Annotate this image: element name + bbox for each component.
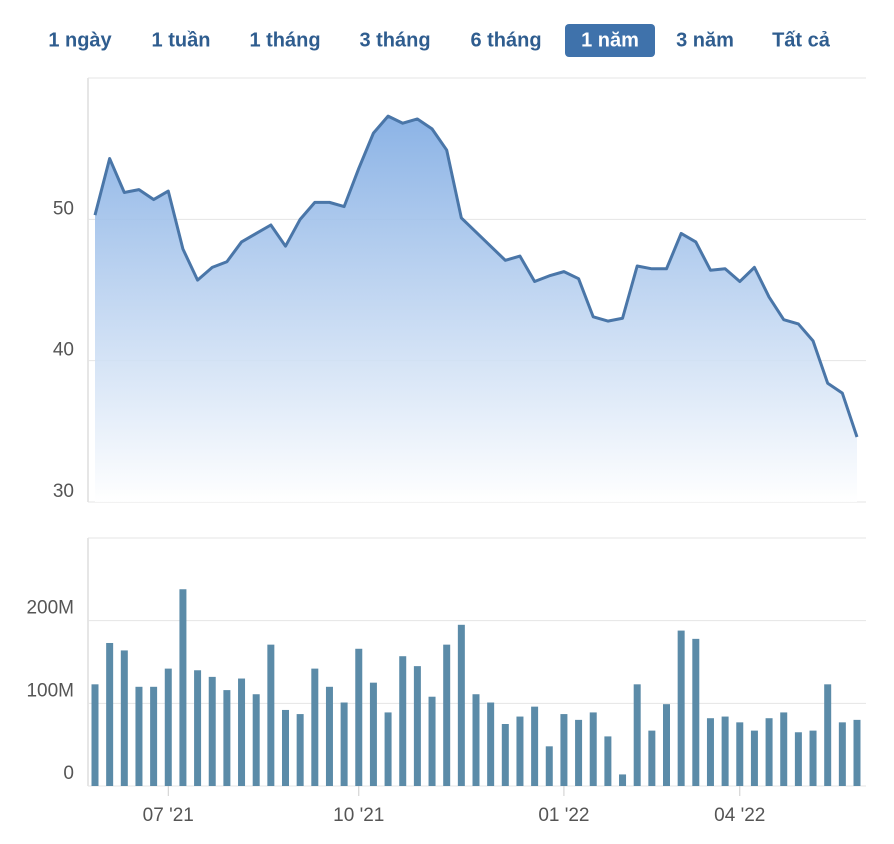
range-button[interactable]: 6 tháng (470, 29, 541, 51)
volume-bar (106, 642, 114, 786)
range-selector: 1 ngày 1 tuần 1 tháng 3 tháng 6 tháng 1 năm 3 … (48, 24, 831, 57)
volume-bar (91, 684, 99, 786)
volume-bar (575, 719, 583, 786)
volume-bar (252, 694, 260, 786)
volume-bar (809, 730, 817, 786)
volume-bar (501, 724, 509, 786)
active-button-bg[interactable] (565, 24, 655, 57)
volume-bar (663, 704, 670, 786)
volume-bar (487, 702, 495, 786)
volume-bar (706, 718, 714, 786)
range-button[interactable]: 3 năm (676, 29, 734, 51)
volume-bar (457, 624, 465, 786)
volume-bar (384, 712, 392, 786)
y-tick-label: 200M (26, 598, 74, 619)
volume-bar (531, 706, 539, 786)
range-button[interactable]: 1 tuần (152, 29, 211, 51)
y-tick-label: 50 (53, 198, 74, 219)
volume-bar (589, 712, 597, 786)
volume-bar (399, 656, 407, 786)
volume-bar (223, 690, 231, 786)
volume-bar (721, 716, 729, 786)
volume-bar (692, 638, 700, 786)
price-area (95, 116, 857, 502)
volume-bar (164, 668, 172, 786)
volume-bar (208, 676, 216, 786)
x-tick-label: 07 '21 (143, 805, 194, 826)
volume-bar (179, 589, 187, 786)
volume-bar (135, 686, 143, 786)
volume-bar (267, 644, 275, 786)
volume-bar (677, 630, 685, 786)
volume-bar (516, 716, 524, 786)
y-tick-label: 40 (53, 340, 74, 361)
volume-bar (472, 694, 480, 786)
volume-bar (633, 684, 641, 786)
volume-bar (604, 736, 612, 786)
y-tick-label: 30 (53, 481, 74, 502)
volume-bar (619, 774, 627, 786)
volume-bar (780, 712, 788, 786)
volume-bar (150, 686, 158, 786)
volume-bar (545, 746, 553, 786)
range-button[interactable]: Tất cả (772, 29, 831, 51)
y-tick-label: 0 (63, 763, 74, 784)
volume-bar (736, 722, 744, 786)
volume-bar (282, 709, 289, 786)
volume-bar (443, 644, 451, 786)
range-button[interactable]: 1 năm (581, 29, 639, 51)
volume-bar (120, 650, 128, 786)
volume-bar (428, 696, 436, 786)
range-button[interactable]: 1 tháng (249, 29, 320, 51)
volume-bar (853, 719, 861, 786)
volume-bar (838, 722, 846, 786)
volume-bar (325, 686, 333, 786)
volume-bar (340, 702, 348, 786)
volume-bar (296, 714, 304, 786)
volume-bar (765, 718, 773, 786)
x-tick-label: 04 '22 (714, 805, 765, 826)
volume-bar (355, 648, 363, 786)
volume-bar (369, 682, 377, 786)
volume-bar (794, 732, 802, 786)
volume-bar (311, 668, 319, 786)
y-tick-label: 100M (26, 680, 74, 701)
volume-bar (750, 730, 758, 786)
volume-bar (413, 666, 421, 786)
range-button[interactable]: 3 tháng (359, 29, 430, 51)
price-line (93, 114, 859, 438)
x-tick-label: 01 '22 (538, 805, 589, 826)
volume-bar (238, 678, 246, 786)
volume-bar (560, 714, 568, 786)
volume-bar (824, 684, 832, 786)
x-tick-label: 10 '21 (333, 805, 384, 826)
volume-bar (648, 730, 656, 786)
volume-bar (194, 670, 202, 786)
range-button[interactable]: 1 ngày (48, 29, 112, 51)
